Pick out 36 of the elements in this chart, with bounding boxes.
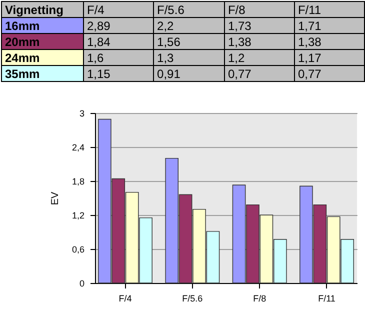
data-label: 1,2 xyxy=(224,50,294,66)
data-label: 1,15 xyxy=(84,66,154,82)
text: 16mm xyxy=(2,18,84,34)
y-tick-label: 1,2 xyxy=(72,210,84,220)
data-label: 0,77 xyxy=(294,66,364,82)
y-tick-label: 0 xyxy=(79,278,84,288)
data-label: 0,91 xyxy=(154,66,224,82)
data-label: 1,73 xyxy=(224,18,294,34)
y-tick-label: 2,4 xyxy=(72,142,84,152)
y-axis-title: EV xyxy=(50,192,61,206)
y-tick-label: 3 xyxy=(79,108,84,118)
category-label: F/5.6 xyxy=(157,2,184,16)
y-tick-label: 1,8 xyxy=(72,176,84,186)
chart-title: Vignetting xyxy=(2,2,84,18)
data-label: 0,77 xyxy=(224,66,294,82)
category-label: F/8 xyxy=(228,2,246,16)
data-label: 1,84 xyxy=(84,34,154,50)
data-label: 1,17 xyxy=(294,50,364,66)
category-label: F/4 xyxy=(87,2,104,16)
x-tick-label: F/4 xyxy=(118,294,132,304)
data-label: 1,38 xyxy=(224,34,294,50)
text: 20mm xyxy=(2,34,84,50)
data-label: 1,56 xyxy=(154,34,224,50)
y-tick-label: 0,6 xyxy=(72,244,84,254)
data-label: 1,38 xyxy=(294,34,364,50)
data-label: 2,89 xyxy=(84,18,154,34)
text: 24mm xyxy=(2,50,84,66)
text: 35mm xyxy=(2,66,84,82)
data-label: 1,6 xyxy=(84,50,154,66)
data-label: 1,71 xyxy=(294,18,364,34)
data-label: 1,3 xyxy=(154,50,224,66)
x-tick-label: F/8 xyxy=(253,294,266,304)
x-tick-label: F/5.6 xyxy=(182,294,203,304)
x-tick-label: F/11 xyxy=(318,294,336,304)
category-label: F/11 xyxy=(298,2,322,16)
data-label: 2,2 xyxy=(154,18,224,34)
